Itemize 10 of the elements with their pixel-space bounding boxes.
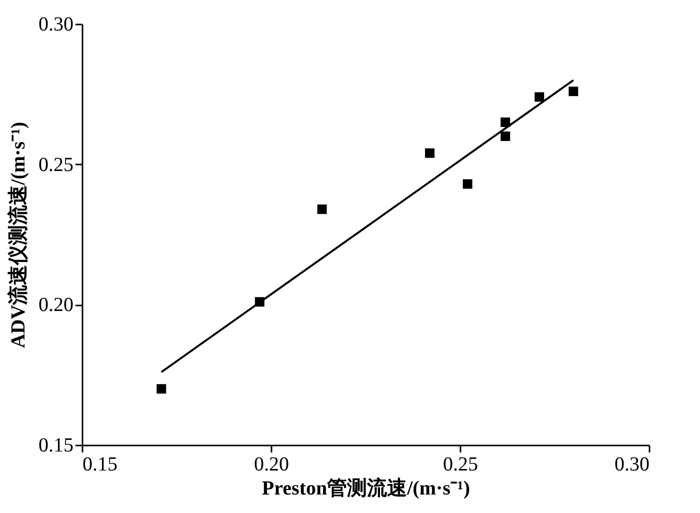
y-tick-label: 0.15 [38, 434, 74, 456]
x-tick-label: 0.20 [254, 454, 289, 476]
y-tick-label: 0.30 [38, 14, 74, 36]
x-tick-label: 0.30 [614, 454, 650, 476]
y-axis-title: ADV流速仪测流速/(m·s⁻¹) [6, 122, 30, 348]
x-tick-label: 0.25 [443, 454, 478, 476]
x-tick-label: 0.15 [82, 454, 118, 476]
y-tick-label: 0.20 [38, 294, 74, 316]
x-axis-title: Preston管测流速/(m·s⁻¹) [262, 476, 470, 500]
y-tick-label: 0.25 [38, 154, 74, 176]
